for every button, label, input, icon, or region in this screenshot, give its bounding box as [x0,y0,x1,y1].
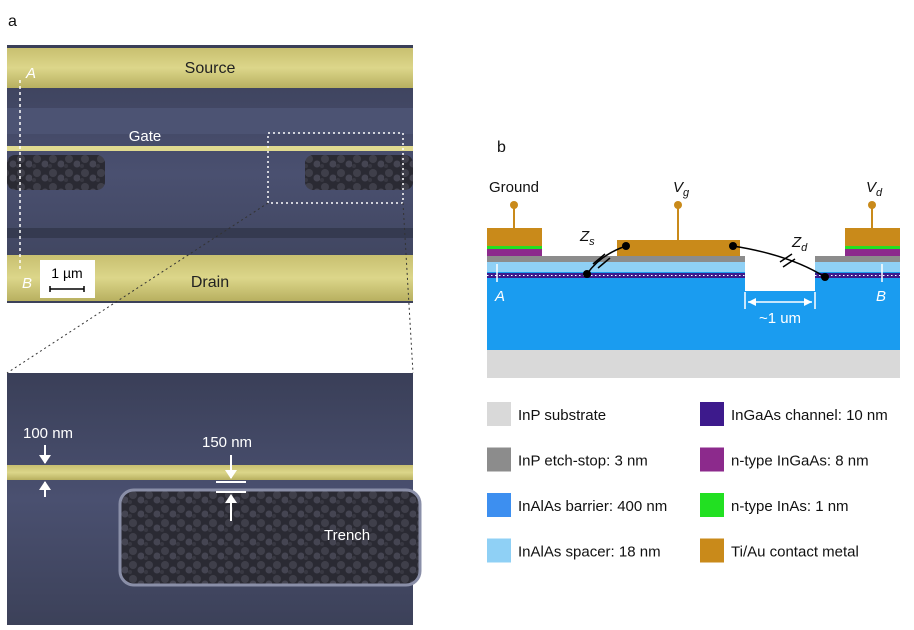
terminal [510,201,518,209]
impedance-label: Zd [791,234,808,254]
drain-label: Drain [191,274,229,291]
channel [487,273,900,278]
legend-label: InP substrate [518,407,606,424]
terminal [674,201,682,209]
trench [305,155,413,190]
subscript: d [801,242,808,254]
legend-label: n-type InAs: 1 nm [731,498,849,515]
zoom-image: 100 nm 150 nm Trench [7,373,420,625]
figure: a Source Gate Drain A B 1 µm 100 nm 150 … [0,0,914,625]
legend-swatch [700,448,724,472]
terminal-label: Vd [866,179,883,199]
etch-stop [487,256,900,262]
sem-image: Source Gate Drain A B 1 µm [7,45,413,303]
ingaas-layer [845,249,900,256]
body: a Source Gate Drain A B 1 µm 100 nm 150 … [0,0,914,625]
legend-swatch [700,493,724,517]
legend-swatch [487,448,511,472]
legend-swatch [700,539,724,563]
sem-band [7,108,413,134]
legend-label: InAlAs barrier: 400 nm [518,498,667,515]
gate-electrode [7,146,413,151]
legend-swatch [487,539,511,563]
sem-band [7,228,413,238]
impedance-label: Zs [579,228,595,248]
gate-electrode [7,465,413,480]
inas-layer [487,246,542,249]
point-label: A [25,65,36,82]
contact [487,228,542,246]
legend-swatch [487,402,511,426]
dimension-label: 100 nm [23,425,73,442]
legend-label: n-type InGaAs: 8 nm [731,453,869,470]
trench [120,490,420,585]
subscript: d [876,187,883,199]
terminal-lead [514,208,872,240]
contact [845,228,900,246]
terminal [868,201,876,209]
subscript: s [589,236,595,248]
spacer [487,262,900,272]
legend: InP substrate InP etch-stop: 3 nm InAlAs b… [487,402,888,563]
subscript: g [683,187,690,199]
ingaas-layer [487,249,542,256]
terminal-label: Ground [489,179,539,196]
trench [745,255,815,291]
scale-bar-label: 1 µm [51,265,82,281]
source-label: Source [185,60,236,77]
width-label: ~1 um [759,310,801,327]
panel-label: a [8,13,17,30]
node [821,273,829,281]
inas-layer [845,246,900,249]
point-label: A [494,288,505,305]
node [622,242,630,250]
substrate [487,350,900,378]
device-cross-section: Zs Zd A B ~1 um [487,201,900,378]
gate-contact [617,240,740,256]
node [729,242,737,250]
trench-label: Trench [324,527,370,544]
gate-label: Gate [129,128,162,145]
point-label: B [22,275,32,292]
node [583,270,591,278]
page: Device figure {"panel_a": {"label": "a",… [0,0,914,625]
point-label: B [876,288,886,305]
legend-label: InP etch-stop: 3 nm [518,453,648,470]
legend-swatch [487,493,511,517]
trench [7,155,105,190]
panel-label: b [497,139,506,156]
legend-label: InGaAs channel: 10 nm [731,407,888,424]
legend-label: Ti/Au contact metal [731,544,859,561]
terminal-label: Vg [673,179,690,199]
legend-swatch [700,402,724,426]
dimension-label: 150 nm [202,434,252,451]
legend-label: InAlAs spacer: 18 nm [518,544,661,561]
barrier [487,270,900,350]
